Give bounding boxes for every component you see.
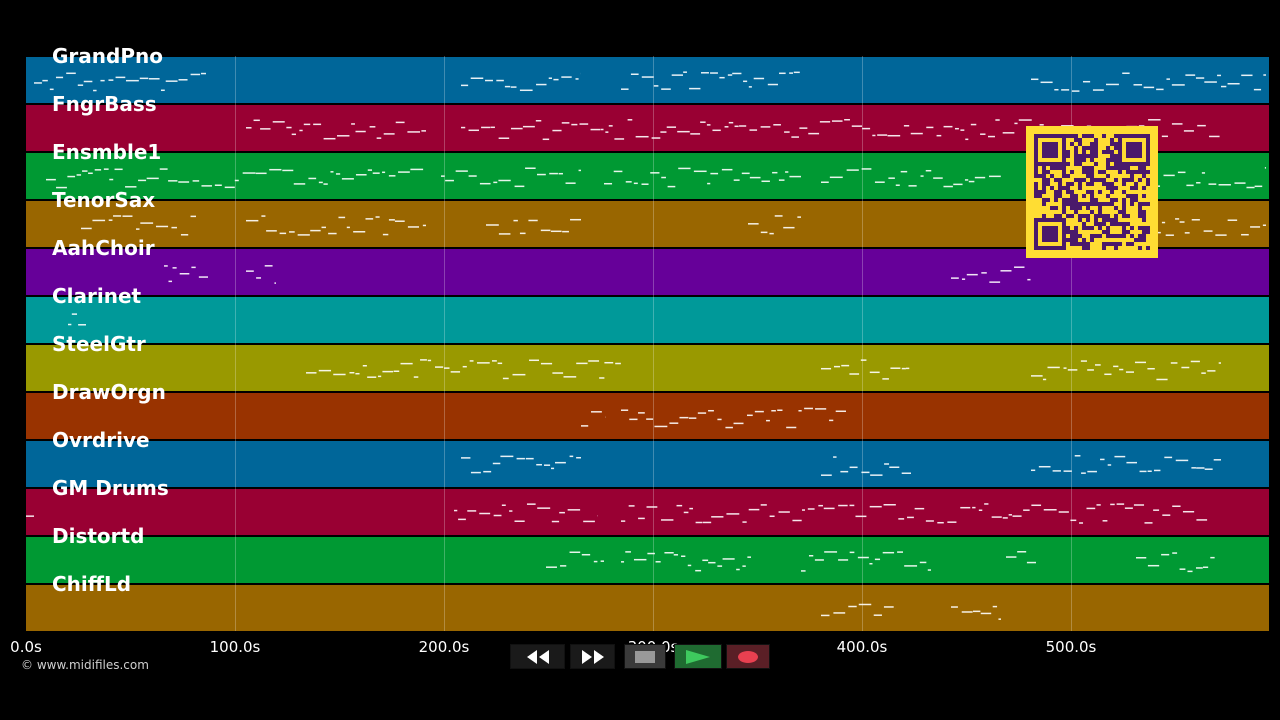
track-label: SteelGtr [52, 332, 146, 356]
gridline [444, 56, 445, 631]
track-lane[interactable] [26, 585, 1269, 631]
track-label: Clarinet [52, 284, 142, 308]
track-lane[interactable] [26, 297, 1269, 343]
gridline [862, 56, 863, 631]
track-label: DrawOrgn [52, 380, 166, 404]
time-tick-label: 500.0s [1045, 638, 1097, 656]
stop-button[interactable] [624, 644, 666, 669]
gridline [1071, 56, 1072, 631]
copyright-text: © www.midifiles.com [21, 658, 149, 672]
track-label: AahChoir [52, 236, 155, 260]
play-icon [686, 649, 710, 664]
transport-controls [510, 644, 770, 669]
track-label: Ensmble1 [52, 140, 162, 164]
rewind-button[interactable] [510, 644, 565, 669]
track-lane[interactable] [26, 537, 1269, 583]
track-lane[interactable] [26, 441, 1269, 487]
fast-forward-button[interactable] [570, 644, 615, 669]
track-label: ChiffLd [52, 572, 132, 596]
track-label: FngrBass [52, 92, 157, 116]
track-lane[interactable] [26, 345, 1269, 391]
time-tick-label: 0.0s [10, 638, 42, 656]
time-tick-label: 100.0s [209, 638, 261, 656]
time-tick-label: 200.0s [418, 638, 470, 656]
record-icon [738, 650, 758, 663]
track-label: TenorSax [52, 188, 156, 212]
track-label: Ovrdrive [52, 428, 150, 452]
time-tick-label: 400.0s [836, 638, 888, 656]
play-button[interactable] [674, 644, 722, 669]
qr-code-image [1026, 126, 1158, 258]
stop-icon [635, 650, 655, 663]
track-label: GM Drums [52, 476, 169, 500]
gridline [235, 56, 236, 631]
track-lane[interactable] [26, 393, 1269, 439]
track-label: GrandPno [52, 44, 163, 68]
track-label: Distortd [52, 524, 145, 548]
fast-forward-icon [581, 649, 604, 664]
record-button[interactable] [726, 644, 770, 669]
rewind-icon [526, 649, 549, 664]
track-lane[interactable] [26, 489, 1269, 535]
gridline [653, 56, 654, 631]
track-lane[interactable] [26, 57, 1269, 103]
